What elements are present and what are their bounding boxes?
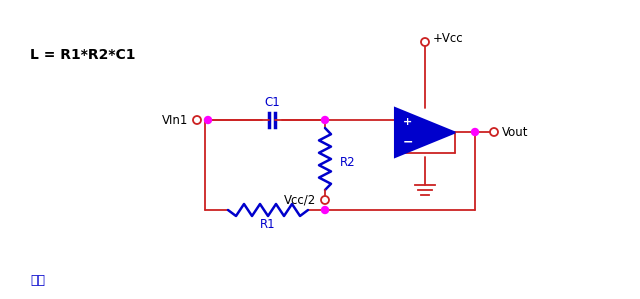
Circle shape: [472, 129, 479, 135]
Text: L = R1*R2*C1: L = R1*R2*C1: [30, 48, 136, 62]
Text: Vout: Vout: [502, 126, 529, 138]
Circle shape: [193, 116, 201, 124]
Circle shape: [321, 207, 328, 213]
Circle shape: [205, 117, 211, 123]
Text: 图九: 图九: [30, 274, 45, 286]
Text: VIn1: VIn1: [162, 114, 188, 126]
Text: C1: C1: [264, 97, 280, 109]
Polygon shape: [395, 108, 455, 157]
Circle shape: [321, 196, 329, 204]
Text: Vcc/2: Vcc/2: [284, 193, 316, 207]
Text: R1: R1: [260, 219, 276, 231]
Circle shape: [421, 38, 429, 46]
Text: −: −: [403, 135, 413, 149]
Circle shape: [321, 117, 328, 123]
Circle shape: [490, 128, 498, 136]
Text: +: +: [403, 117, 413, 127]
Text: +Vcc: +Vcc: [433, 31, 463, 45]
Text: R2: R2: [340, 155, 356, 169]
